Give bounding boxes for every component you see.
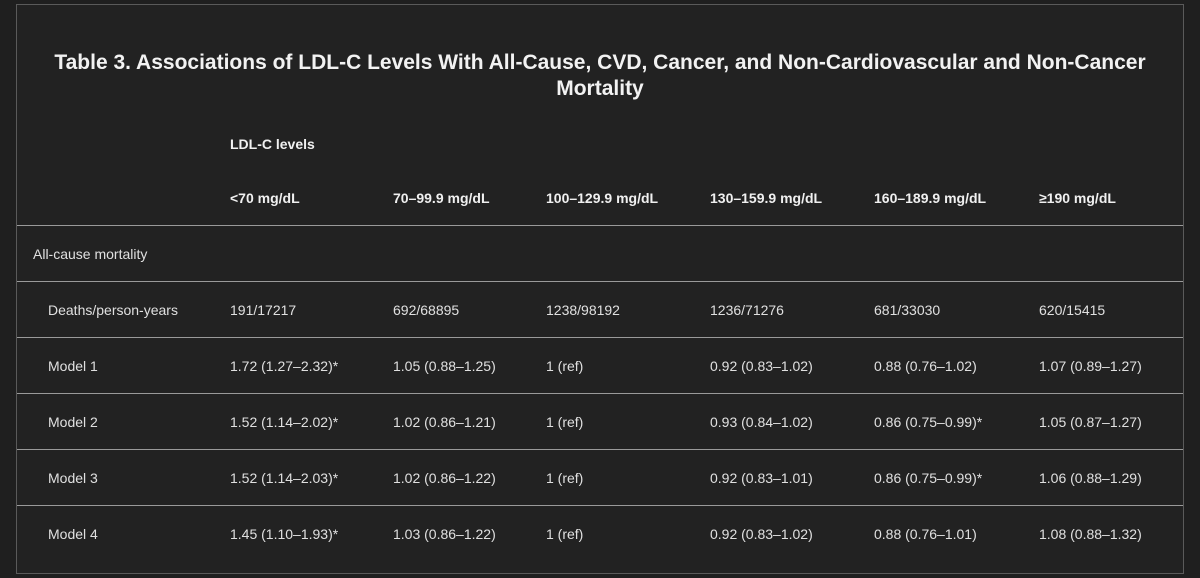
column-header: 160–189.9 mg/dL bbox=[858, 170, 1023, 226]
header-stub-cell bbox=[17, 170, 214, 226]
table-cell: 1.05 (0.87–1.27) bbox=[1023, 393, 1184, 450]
table-cell: 0.92 (0.83–1.02) bbox=[694, 337, 858, 394]
row-label: Model 2 bbox=[17, 393, 214, 450]
table-cell: 1.52 (1.14–2.03)* bbox=[214, 449, 377, 506]
table-cell: 0.92 (0.83–1.02) bbox=[710, 525, 813, 542]
column-header-row: <70 mg/dL 70–99.9 mg/dL 100–129.9 mg/dL … bbox=[17, 170, 1184, 226]
table-cell: 1236/71276 bbox=[694, 281, 858, 338]
table-cell: 1238/98192 bbox=[530, 281, 694, 338]
table-cell: 1.08 (0.88–1.32) bbox=[1039, 525, 1142, 542]
table-row: Deaths/person-years 191/17217 692/68895 … bbox=[17, 281, 1184, 338]
table-cell: 0.88 (0.76–1.02) bbox=[858, 337, 1023, 394]
table-row: Model 2 1.52 (1.14–2.02)* 1.02 (0.86–1.2… bbox=[17, 393, 1184, 450]
table-cell: 620/15415 bbox=[1023, 281, 1184, 338]
table-cell: 1.05 (0.88–1.25) bbox=[377, 337, 530, 394]
table-cell: 1.07 (0.89–1.27) bbox=[1023, 337, 1184, 394]
data-table: LDL-C levels <70 mg/dL 70–99.9 mg/dL 100… bbox=[17, 118, 1184, 562]
table-cell: 1.03 (0.86–1.22) bbox=[393, 525, 496, 542]
row-label: Model 3 bbox=[17, 449, 214, 506]
table-cell: 1.02 (0.86–1.22) bbox=[377, 449, 530, 506]
section-row: All-cause mortality bbox=[17, 225, 1184, 282]
table-cell: 0.92 (0.83–1.01) bbox=[694, 449, 858, 506]
row-label: Deaths/person-years bbox=[17, 281, 214, 338]
group-header: LDL-C levels bbox=[230, 136, 315, 152]
table-row: Model 1 1.72 (1.27–2.32)* 1.05 (0.88–1.2… bbox=[17, 337, 1184, 394]
table-cell: 0.88 (0.76–1.01) bbox=[874, 525, 977, 542]
table-cell: 1.52 (1.14–2.02)* bbox=[214, 393, 377, 450]
table-cell: 0.86 (0.75–0.99)* bbox=[858, 449, 1023, 506]
table-container: Table 3. Associations of LDL-C Levels Wi… bbox=[16, 4, 1184, 574]
column-header: 100–129.9 mg/dL bbox=[530, 170, 694, 226]
header-empty-cell bbox=[17, 118, 214, 170]
table-cell: 692/68895 bbox=[377, 281, 530, 338]
table-title: Table 3. Associations of LDL-C Levels Wi… bbox=[54, 51, 1146, 100]
table-row: Model 3 1.52 (1.14–2.03)* 1.02 (0.86–1.2… bbox=[17, 449, 1184, 506]
column-header: ≥190 mg/dL bbox=[1023, 170, 1184, 226]
row-label: Model 4 bbox=[48, 525, 98, 542]
table-cell: 1 (ref) bbox=[530, 337, 694, 394]
table-cell: 0.86 (0.75–0.99)* bbox=[858, 393, 1023, 450]
table-cell: 1 (ref) bbox=[546, 525, 584, 542]
column-header: <70 mg/dL bbox=[214, 170, 377, 226]
section-label: All-cause mortality bbox=[17, 225, 1184, 282]
table-cell: 681/33030 bbox=[858, 281, 1023, 338]
table-cell: 1 (ref) bbox=[530, 393, 694, 450]
table-row: Model 4 1.45 (1.10–1.93)* 1.03 (0.86–1.2… bbox=[17, 506, 1183, 562]
table-cell: 1.02 (0.86–1.21) bbox=[377, 393, 530, 450]
column-header: 130–159.9 mg/dL bbox=[694, 170, 858, 226]
table-cell: 0.93 (0.84–1.02) bbox=[694, 393, 858, 450]
group-header-row: LDL-C levels bbox=[17, 118, 1183, 170]
table-cell: 1.45 (1.10–1.93)* bbox=[230, 525, 339, 542]
table-cell: 191/17217 bbox=[214, 281, 377, 338]
row-label: Model 1 bbox=[17, 337, 214, 394]
table-cell: 1.06 (0.88–1.29) bbox=[1023, 449, 1184, 506]
column-header: 70–99.9 mg/dL bbox=[377, 170, 530, 226]
table-cell: 1.72 (1.27–2.32)* bbox=[214, 337, 377, 394]
table-cell: 1 (ref) bbox=[530, 449, 694, 506]
